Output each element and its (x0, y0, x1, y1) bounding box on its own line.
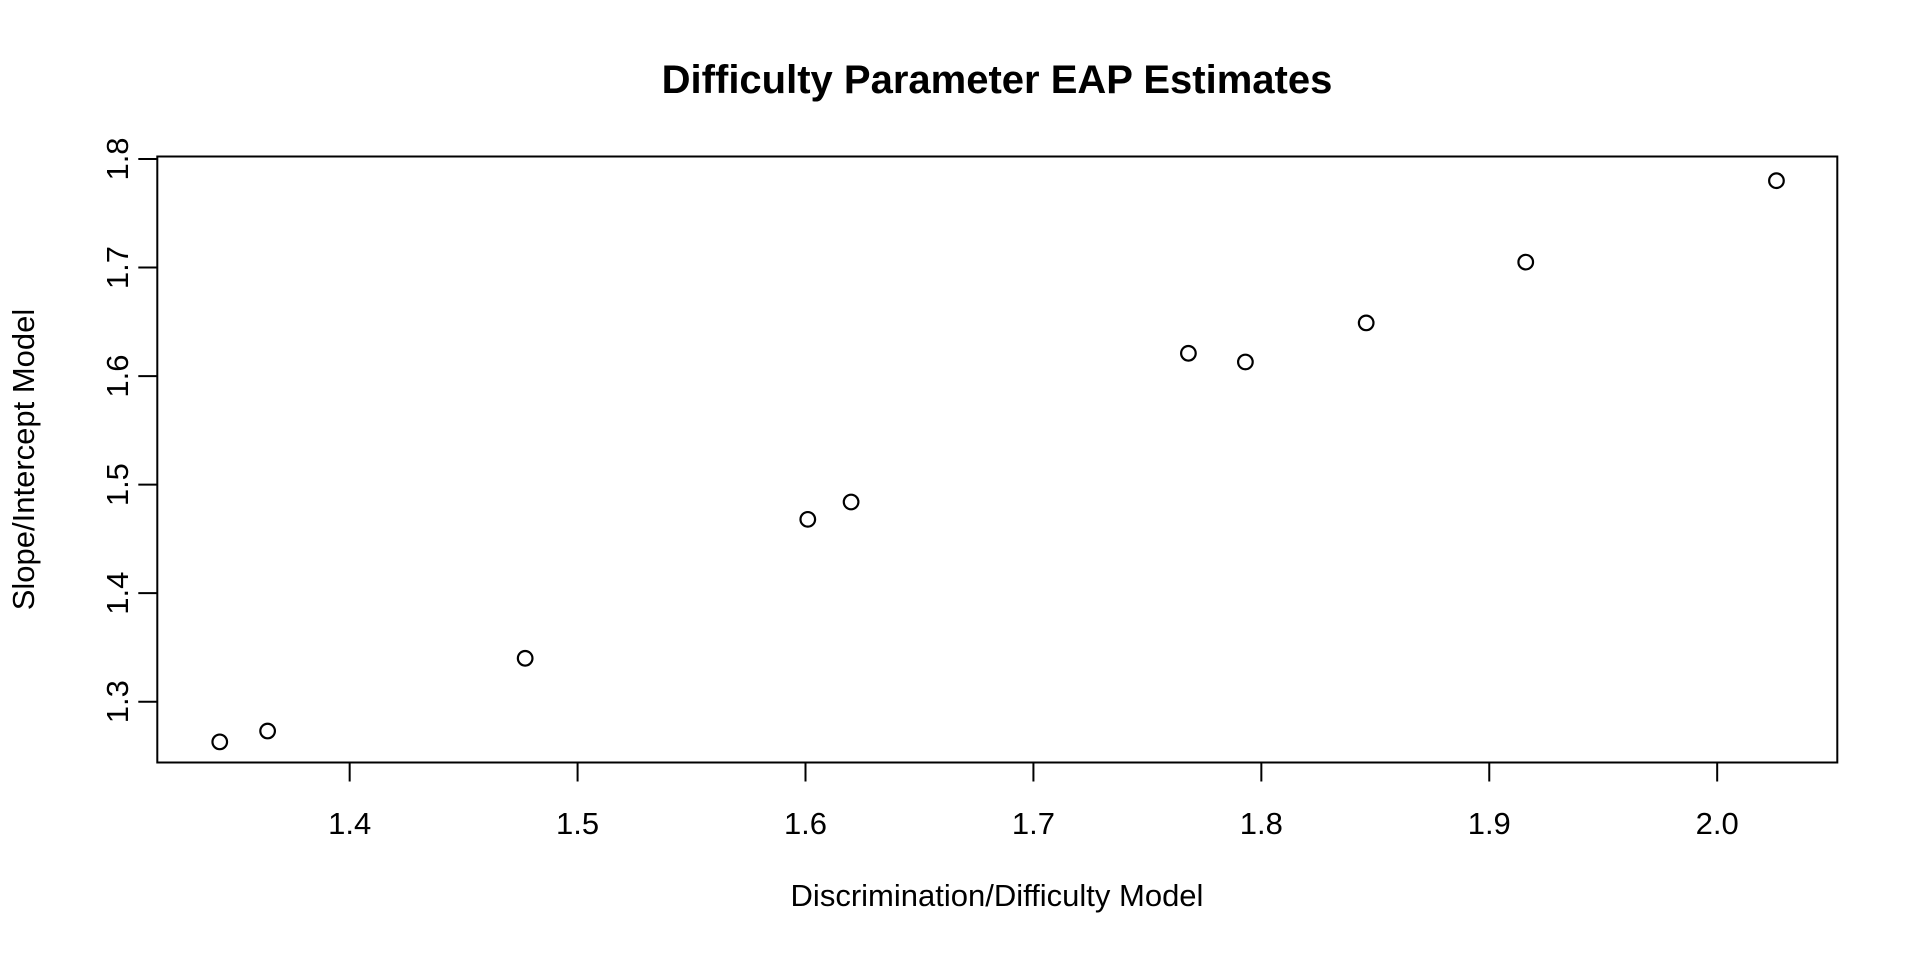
data-point (1768, 172, 1785, 190)
y-axis: 1.3 1.4 1.5 1.6 1.7 1.8 (100, 137, 158, 723)
data-point (842, 493, 860, 511)
x-axis-title: Discrimination/Difficulty Model (791, 878, 1204, 913)
data-point (1180, 344, 1197, 362)
data-point (799, 510, 817, 528)
y-axis-tick-label: 1.7 (100, 246, 135, 289)
data-point (1236, 353, 1254, 371)
y-axis-title: Slope/Intercept Model (6, 309, 41, 611)
x-axis-tick-label: 2.0 (1696, 806, 1739, 841)
data-point (259, 722, 277, 740)
x-axis-tick-label: 1.8 (1240, 806, 1283, 841)
x-axis-tick-label: 1.4 (328, 806, 371, 841)
x-axis: 1.4 1.5 1.6 1.7 1.8 1.9 2.0 (328, 762, 1739, 841)
x-axis-tick-label: 1.5 (556, 806, 599, 841)
data-point (1517, 253, 1535, 271)
y-axis-tick-label: 1.4 (100, 572, 135, 615)
x-axis-tick-label: 1.9 (1468, 806, 1511, 841)
y-axis-tick-label: 1.3 (100, 680, 135, 723)
y-axis-tick-label: 1.6 (100, 355, 135, 398)
y-axis-tick-label: 1.8 (100, 137, 135, 180)
data-point (211, 733, 229, 751)
plot-area-border (156, 155, 1839, 764)
data-point (516, 649, 534, 667)
data-point (1357, 314, 1375, 332)
x-axis-tick-label: 1.7 (1012, 806, 1055, 841)
data-points-layer (211, 172, 1785, 751)
x-axis-tick-label: 1.6 (784, 806, 827, 841)
chart-title: Difficulty Parameter EAP Estimates (662, 58, 1333, 102)
y-axis-tick-label: 1.5 (100, 463, 135, 506)
